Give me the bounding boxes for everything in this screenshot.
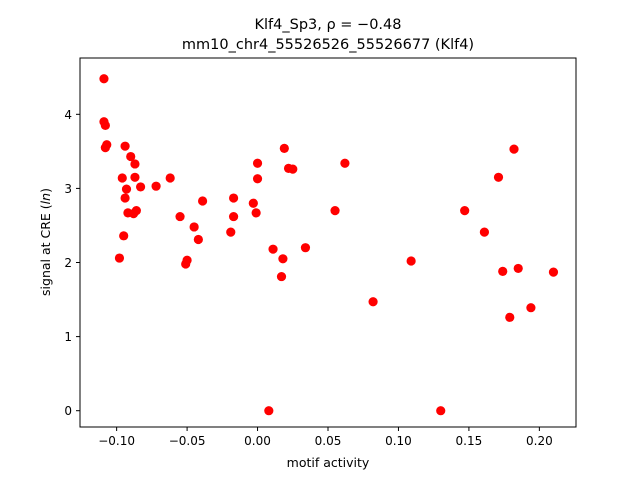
data-point (120, 141, 130, 151)
data-point (100, 120, 110, 131)
data-point (368, 297, 378, 307)
y-tick-label: 1 (64, 330, 72, 344)
data-point (330, 206, 340, 216)
data-point (181, 259, 191, 269)
data-point (126, 151, 136, 162)
data-point (228, 193, 239, 203)
data-point (193, 234, 203, 245)
x-tick-label: −0.05 (169, 434, 206, 448)
data-point (119, 231, 129, 241)
plot-area (99, 74, 559, 416)
x-tick-label: 0.05 (315, 434, 342, 448)
data-point (226, 227, 236, 237)
data-point (505, 312, 515, 322)
data-point (114, 253, 125, 263)
data-point (252, 158, 263, 168)
x-tick-label: −0.10 (98, 434, 135, 448)
y-tick-label: 0 (64, 404, 72, 418)
data-point (248, 198, 258, 208)
data-point (509, 144, 519, 154)
axis-ticks: −0.10 −0.05 0.00 0.05 0.10 0.15 0.20 0 1 2 3 4 (64, 108, 552, 448)
y-tick-label: 4 (64, 108, 72, 122)
data-point (120, 193, 130, 203)
y-axis-label: signal at CRE (ln) (38, 188, 53, 296)
data-point (175, 211, 185, 222)
data-point (513, 263, 523, 274)
data-point (498, 266, 508, 276)
data-point (130, 172, 140, 182)
data-point (165, 173, 175, 183)
data-point (276, 271, 287, 282)
data-point (121, 184, 132, 194)
data-point (460, 206, 470, 216)
data-point (288, 164, 298, 174)
data-point (117, 173, 127, 183)
data-point (479, 227, 490, 237)
data-point (251, 208, 261, 218)
data-point (197, 196, 208, 206)
data-point (279, 143, 289, 153)
chart-title-line1: Klf4_Sp3, ρ = −0.48 (255, 17, 402, 33)
data-point (151, 181, 161, 191)
data-point (493, 172, 504, 182)
chart-title-line2: mm10_chr4_55526526_55526677 (Klf4) (182, 37, 474, 53)
data-point (130, 159, 140, 169)
data-point (278, 254, 288, 264)
data-point (228, 211, 239, 222)
data-point (406, 256, 416, 266)
data-point (436, 406, 446, 416)
data-point (102, 140, 112, 150)
x-tick-label: 0.15 (456, 434, 483, 448)
y-tick-label: 3 (64, 182, 72, 196)
data-point (264, 406, 274, 416)
data-point (268, 244, 278, 254)
x-tick-label: 0.20 (526, 434, 553, 448)
data-point (548, 267, 559, 277)
y-tick-label: 2 (64, 256, 72, 270)
data-point (252, 174, 263, 184)
data-point (135, 182, 146, 192)
axes-frame (79, 57, 577, 428)
x-tick-label: 0.10 (385, 434, 412, 448)
data-point (300, 243, 311, 253)
data-point (526, 303, 536, 313)
x-tick-label: 0.00 (244, 434, 271, 448)
data-point (340, 158, 350, 168)
data-point (131, 206, 141, 216)
data-point (99, 74, 109, 84)
data-point (189, 222, 199, 232)
x-axis-label: motif activity (287, 455, 370, 470)
